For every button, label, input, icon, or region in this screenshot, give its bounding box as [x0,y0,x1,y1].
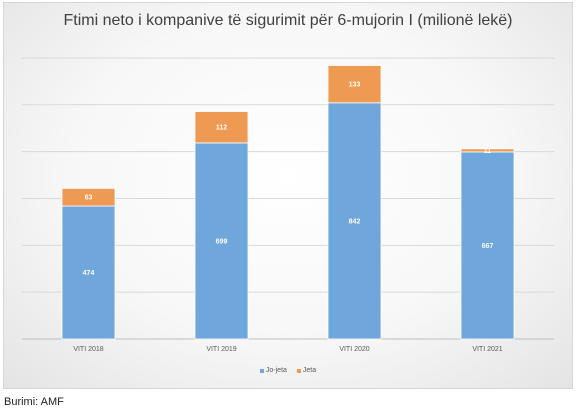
bar-jo-jeta [327,102,382,340]
data-label: 699 [216,238,228,245]
data-label: 667 [482,243,494,250]
data-label: 842 [349,218,361,225]
legend-swatch-jo-jeta [259,368,264,373]
data-label: 63 [85,195,93,202]
legend-swatch-jeta [296,368,301,373]
data-label: 133 [349,82,361,89]
data-label: 11 [484,148,492,155]
chart-title: Ftimi neto i kompanive të sigurimit për … [63,12,513,29]
x-tick-label: VITI 2018 [73,346,103,353]
bar-jeta [460,148,515,153]
bar-jo-jeta [460,151,515,340]
legend: Jo-jeta Jeta [4,367,572,375]
source-note: Burimi: AMF [4,396,64,408]
legend-item-jo-jeta: Jo-jeta [259,367,287,374]
data-label: 474 [83,270,95,277]
chart-frame: Ftimi neto i kompanive të sigurimit për … [3,2,573,389]
x-tick-label: VITI 2019 [206,346,236,353]
data-label: 112 [216,125,227,132]
x-tick-label: VITI 2021 [472,346,502,353]
bar-jo-jeta [194,142,249,340]
bar-jeta [327,65,382,104]
bar-jeta [61,187,116,207]
legend-label-jeta: Jeta [302,367,317,374]
legend-item-jeta: Jeta [296,367,317,374]
bar-jeta [194,111,249,144]
legend-label-jo-jeta: Jo-jeta [265,367,287,374]
x-tick-label: VITI 2020 [339,346,369,353]
plot-area: 474 63 VITI 2018 699 112 VITI 2019 842 133 VITI … [22,57,554,353]
